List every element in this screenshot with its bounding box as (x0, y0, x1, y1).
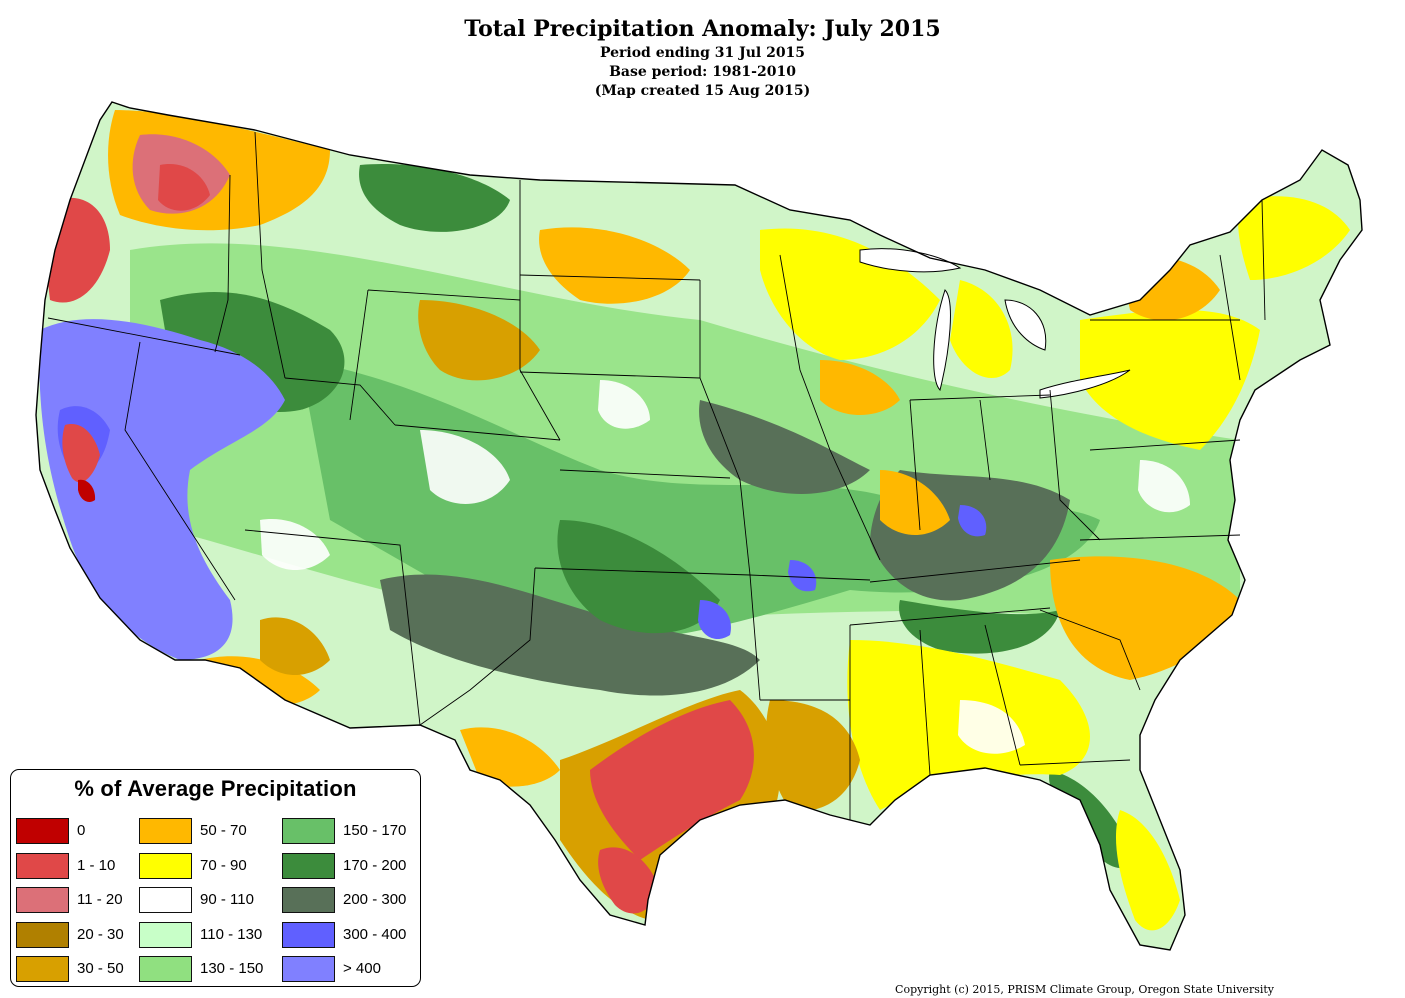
legend-label: 1 - 10 (77, 856, 116, 874)
legend-label: 30 - 50 (77, 960, 124, 977)
legend-item: 110 - 130 (139, 921, 269, 948)
map-created-line: (Map created 15 Aug 2015) (594, 83, 811, 99)
legend-swatch (16, 887, 69, 913)
legend-item: 150 - 170 (282, 818, 412, 844)
legend-swatch (139, 887, 192, 913)
legend-item: > 400 (282, 956, 412, 982)
legend-item: 200 - 300 (282, 887, 412, 913)
legend-label: 130 - 150 (200, 960, 264, 977)
legend-item: 1 - 10 (16, 852, 146, 879)
map-title: Total Precipitation Anomaly: July 2015 (464, 16, 941, 42)
legend-label: 70 - 90 (200, 856, 247, 874)
legend-swatch (16, 852, 69, 879)
legend-swatch (139, 818, 192, 844)
legend-item: 70 - 90 (139, 852, 269, 879)
period-ending-line: Period ending 31 Jul 2015 (599, 45, 806, 61)
copyright-notice: Copyright (c) 2015, PRISM Climate Group,… (895, 983, 1274, 996)
legend-label: 90 - 110 (200, 891, 254, 908)
legend-item: 90 - 110 (139, 887, 269, 913)
legend-label: 170 - 200 (343, 856, 407, 874)
legend-item: 50 - 70 (139, 818, 269, 844)
legend: % of Average Precipitation 0 1 - 10 11 - 2… (10, 769, 421, 987)
legend-title: % of Average Precipitation (74, 776, 357, 801)
legend-label: 0 (77, 822, 86, 839)
legend-swatch (282, 956, 335, 982)
base-period-line: Base period: 1981-2010 (609, 64, 796, 80)
legend-swatch (282, 887, 335, 913)
legend-grid: 0 1 - 10 11 - 20 20 - 30 30 - 50 50 - 70 70 - … (16, 818, 420, 982)
legend-item: 11 - 20 (16, 887, 146, 913)
legend-label: > 400 (343, 960, 381, 977)
legend-item: 300 - 400 (282, 921, 412, 948)
legend-swatch (282, 852, 335, 879)
legend-item: 170 - 200 (282, 852, 412, 879)
legend-label: 300 - 400 (343, 925, 407, 943)
legend-label: 11 - 20 (77, 891, 123, 908)
legend-label: 20 - 30 (77, 925, 124, 943)
legend-label: 150 - 170 (343, 822, 407, 839)
legend-label: 200 - 300 (343, 891, 407, 908)
legend-item: 0 (16, 818, 146, 844)
legend-swatch (139, 852, 192, 879)
legend-swatch (16, 956, 69, 982)
map-header: Total Precipitation Anomaly: July 2015 P… (0, 14, 1405, 101)
legend-swatch (282, 921, 335, 948)
legend-swatch (16, 818, 69, 844)
legend-label: 110 - 130 (200, 925, 263, 943)
legend-swatch (282, 818, 335, 844)
legend-label: 50 - 70 (200, 822, 247, 839)
legend-item: 30 - 50 (16, 956, 146, 982)
legend-swatch (139, 921, 192, 948)
legend-item: 130 - 150 (139, 956, 269, 982)
legend-swatch (139, 956, 192, 982)
legend-swatch (16, 921, 69, 948)
legend-item: 20 - 30 (16, 921, 146, 948)
